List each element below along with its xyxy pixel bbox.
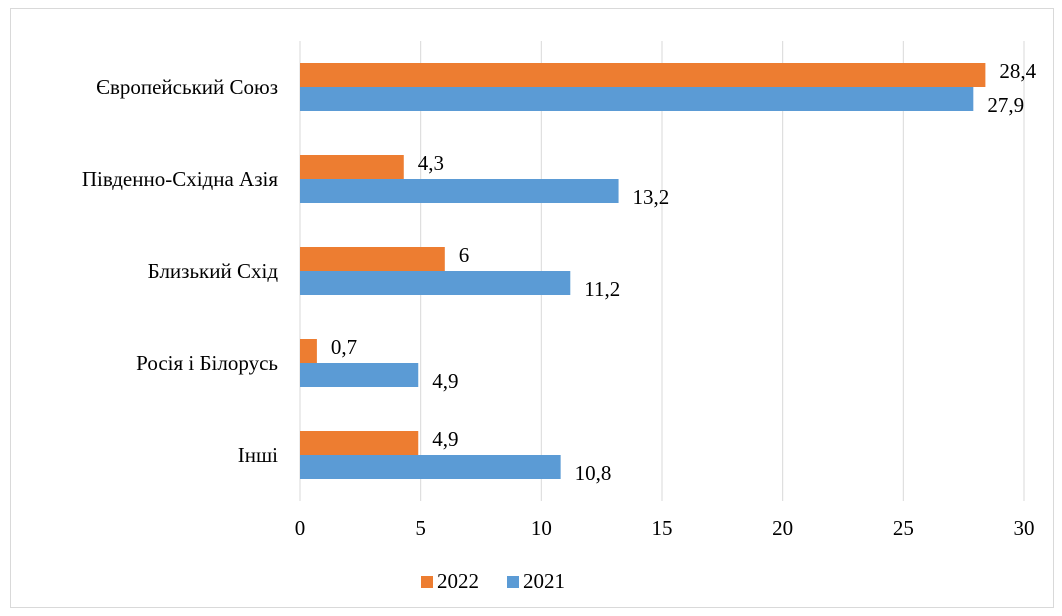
legend-label: 2021 (523, 569, 565, 593)
bar-2022 (300, 63, 986, 87)
bar-2022 (300, 339, 317, 363)
data-label: 28,4 (999, 59, 1036, 83)
x-tick-label: 15 (652, 516, 673, 540)
chart-frame: 28,4 27,9 4,3 13,2 6 11,2 0,7 4,9 4,9 10,8 Європе… (10, 8, 1054, 608)
category-label: Росія і Білорусь (136, 351, 278, 375)
bar-2022 (300, 431, 419, 455)
bars (300, 63, 986, 479)
data-label: 4,3 (418, 151, 444, 175)
x-tick-labels: 0 5 10 15 20 25 30 (295, 516, 1035, 540)
data-label: 6 (459, 243, 470, 267)
category-label: Європейський Союз (96, 75, 278, 99)
x-tick-label: 25 (893, 516, 914, 540)
data-labels: 28,4 27,9 4,3 13,2 6 11,2 0,7 4,9 4,9 10,8 (331, 59, 1037, 485)
legend-label: 2022 (437, 569, 479, 593)
x-tick-label: 30 (1014, 516, 1035, 540)
legend-swatch-2021 (507, 576, 519, 588)
bar-2021 (300, 271, 571, 295)
data-label: 10,8 (575, 461, 612, 485)
bar-2021 (300, 455, 561, 479)
bar-2022 (300, 247, 445, 271)
category-labels: Європейський Союз Південно-Східна Азія Бли… (82, 75, 278, 467)
bar-2021 (300, 179, 619, 203)
data-label: 11,2 (584, 277, 620, 301)
x-tick-label: 10 (531, 516, 552, 540)
data-label: 27,9 (987, 93, 1024, 117)
x-tick-label: 5 (415, 516, 426, 540)
bar-2022 (300, 155, 404, 179)
bar-2021 (300, 363, 419, 387)
bar-2021 (300, 87, 974, 111)
bar-chart: 28,4 27,9 4,3 13,2 6 11,2 0,7 4,9 4,9 10,8 Європе… (82, 41, 1037, 593)
data-label: 4,9 (432, 369, 458, 393)
data-label: 4,9 (432, 427, 458, 451)
category-label: Близький Схід (148, 259, 279, 283)
legend-swatch-2022 (421, 576, 433, 588)
category-label: Південно-Східна Азія (82, 167, 278, 191)
x-tick-label: 20 (772, 516, 793, 540)
data-label: 13,2 (633, 185, 670, 209)
legend: 2022 2021 (421, 569, 565, 593)
x-tick-label: 0 (295, 516, 306, 540)
category-label: Інші (238, 443, 278, 467)
data-label: 0,7 (331, 335, 357, 359)
